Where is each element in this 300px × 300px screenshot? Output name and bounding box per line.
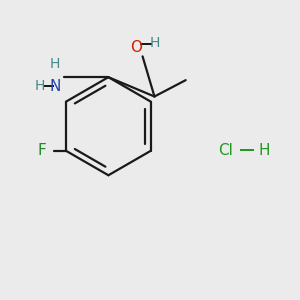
Text: N: N — [49, 79, 61, 94]
Text: F: F — [38, 143, 46, 158]
Text: H: H — [35, 79, 45, 93]
Text: H: H — [149, 36, 160, 50]
Text: Cl: Cl — [218, 142, 233, 158]
Text: H: H — [50, 57, 60, 71]
Text: H: H — [259, 142, 270, 158]
Text: O: O — [130, 40, 142, 55]
